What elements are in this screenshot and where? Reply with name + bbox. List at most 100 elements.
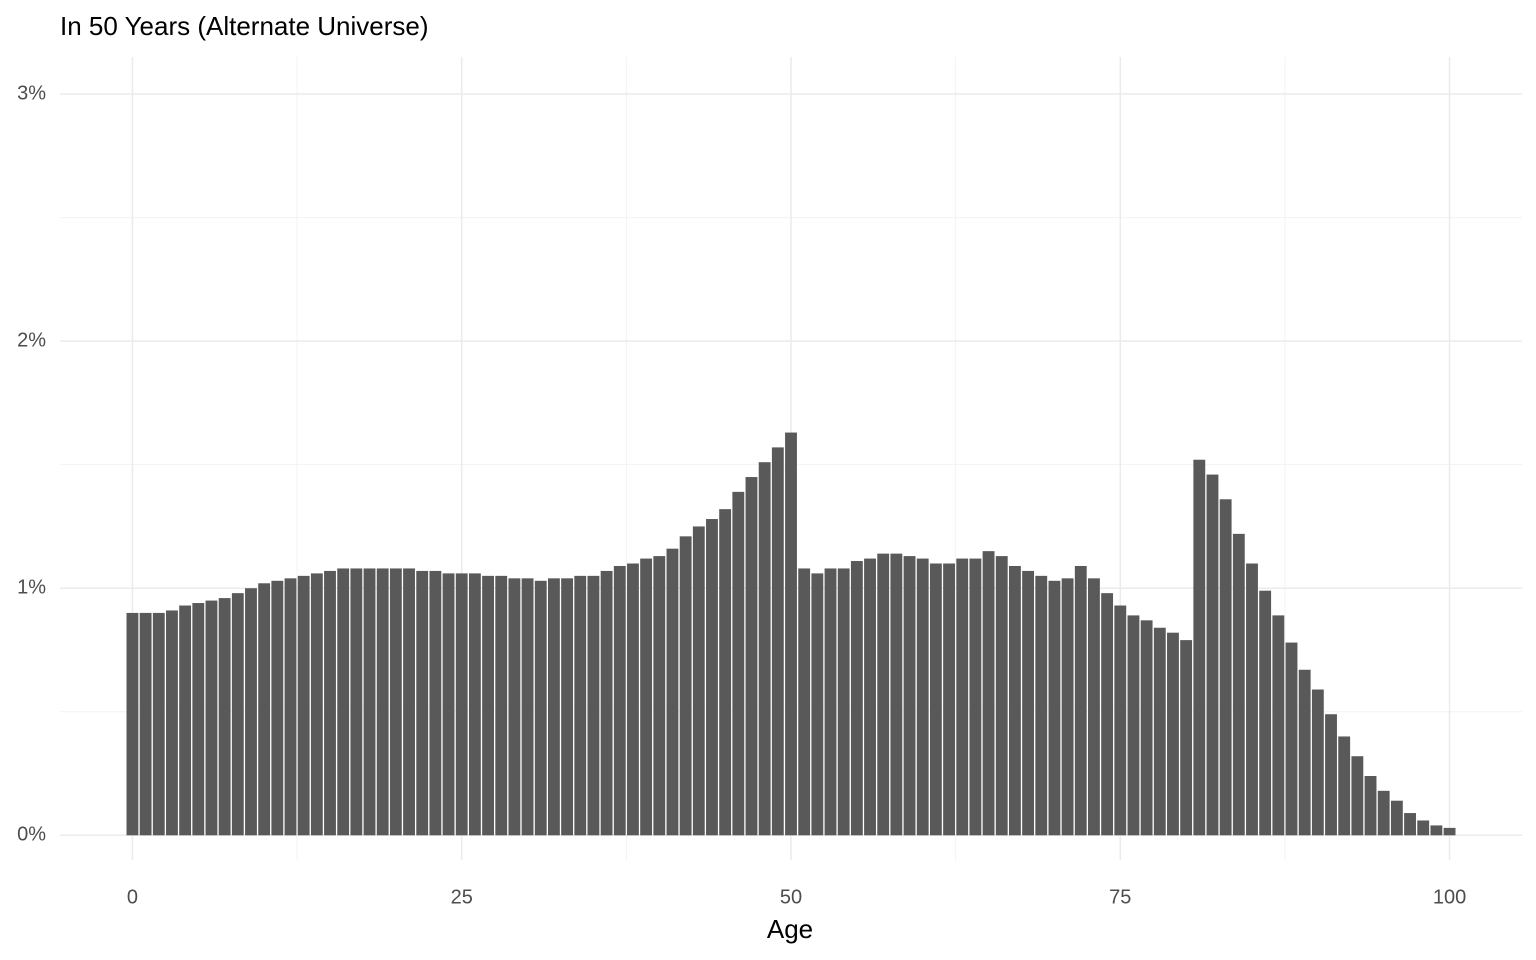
bar: [455, 573, 468, 836]
bar: [1377, 790, 1390, 836]
bar: [126, 612, 139, 836]
bar: [389, 568, 402, 836]
bar: [1311, 689, 1324, 836]
bar: [192, 603, 205, 836]
bar: [982, 551, 995, 836]
bar: [350, 568, 363, 836]
y-tick-label: 0%: [17, 824, 46, 846]
bar: [785, 432, 797, 836]
bar: [245, 588, 257, 836]
bar: [719, 509, 732, 836]
bar: [1351, 756, 1364, 836]
bar: [166, 610, 178, 836]
bar: [798, 568, 811, 836]
bar: [653, 556, 666, 836]
bar: [284, 578, 297, 836]
bar: [1088, 578, 1100, 836]
bar: [1008, 565, 1021, 836]
bar: [692, 526, 705, 836]
bar: [943, 563, 955, 836]
bar: [666, 548, 679, 836]
bar: [1022, 570, 1035, 836]
bar: [916, 558, 929, 836]
bar: [1206, 474, 1219, 836]
bar: [218, 598, 231, 836]
bar: [363, 568, 376, 836]
bar: [1325, 714, 1337, 836]
bar: [337, 568, 350, 836]
bar: [745, 477, 758, 836]
bar: [1390, 800, 1403, 836]
y-tick-label: 2%: [17, 329, 46, 351]
bar: [613, 565, 626, 836]
bar: [640, 558, 653, 836]
bar: [508, 578, 521, 836]
bar: [297, 575, 310, 836]
bar: [231, 593, 244, 836]
bar: [679, 536, 692, 836]
bar: [1364, 775, 1377, 836]
bar: [837, 568, 850, 836]
bar: [495, 575, 508, 836]
bar: [929, 563, 942, 836]
bar: [1048, 580, 1061, 836]
bar: [574, 575, 587, 836]
x-tick-label: 25: [451, 886, 473, 908]
bar: [1193, 459, 1206, 836]
bar: [1232, 533, 1245, 836]
bar: [1153, 627, 1166, 836]
bar: [1443, 827, 1456, 836]
bar: [732, 491, 745, 836]
bar: [442, 573, 455, 836]
x-tick-label: 75: [1109, 886, 1131, 908]
bar: [1114, 605, 1127, 836]
bar: [969, 558, 982, 836]
x-axis-label: Age: [767, 914, 813, 944]
bar: [1061, 578, 1074, 836]
bar: [561, 578, 574, 836]
bar: [152, 612, 165, 836]
bar: [824, 568, 837, 836]
bar: [1180, 640, 1193, 836]
bar: [995, 556, 1008, 836]
bar: [429, 570, 442, 836]
bar: [1417, 820, 1430, 836]
bar: [482, 575, 494, 836]
bar: [706, 519, 718, 836]
bar: [1167, 632, 1179, 836]
x-tick-label: 50: [780, 886, 802, 908]
bar: [1140, 620, 1153, 836]
bar: [403, 568, 415, 836]
bar: [1285, 642, 1298, 836]
y-tick-label: 1%: [17, 576, 46, 598]
bar: [1246, 563, 1258, 836]
bar: [1219, 499, 1232, 836]
bar: [903, 556, 916, 836]
bar: [1074, 565, 1087, 836]
bar: [534, 580, 547, 836]
bar: [139, 612, 152, 836]
bar: [271, 580, 284, 836]
bar: [771, 447, 784, 836]
bar: [1259, 590, 1272, 836]
bar: [627, 563, 639, 836]
bar: [1272, 615, 1285, 836]
bar: [1404, 813, 1416, 836]
bar: [1127, 615, 1140, 836]
chart-title: In 50 Years (Alternate Universe): [60, 11, 429, 41]
bar: [376, 568, 389, 836]
bar: [416, 570, 429, 836]
bar: [956, 558, 969, 836]
x-tick-label: 100: [1433, 886, 1466, 908]
bar: [179, 605, 192, 836]
bar: [1430, 825, 1443, 836]
bar: [1338, 736, 1351, 836]
bar: [258, 583, 271, 836]
bar: [587, 575, 600, 836]
x-tick-label: 0: [127, 886, 138, 908]
bar: [324, 570, 336, 836]
bar: [310, 573, 323, 836]
bar: [890, 553, 903, 836]
